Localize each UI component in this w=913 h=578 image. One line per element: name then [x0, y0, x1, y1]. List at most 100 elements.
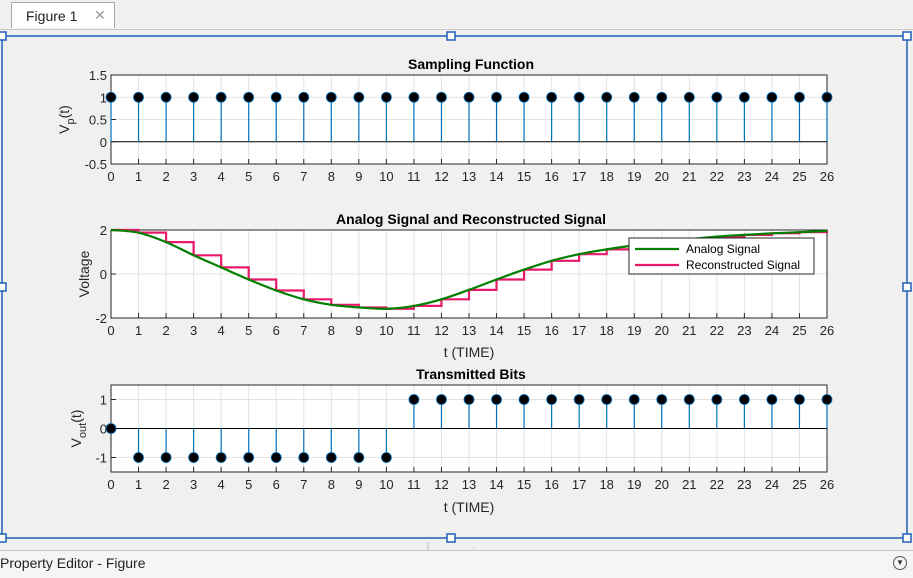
stem-marker — [546, 91, 558, 103]
x-tick-label: 26 — [820, 477, 834, 492]
x-tick-label: 19 — [627, 323, 641, 338]
x-tick-label: 16 — [544, 323, 558, 338]
stem-marker — [270, 452, 282, 463]
tab-figure-1[interactable]: Figure 1 ✕ — [11, 2, 115, 28]
x-tick-label: 3 — [190, 169, 197, 184]
selection-handle — [902, 533, 912, 543]
stem-marker — [160, 91, 172, 103]
stem-marker — [243, 91, 255, 103]
selection-handle — [0, 282, 7, 292]
stem-marker — [215, 452, 227, 463]
y-tick-label: -1 — [95, 451, 107, 466]
x-tick-label: 5 — [245, 323, 252, 338]
stem-marker — [711, 394, 723, 405]
x-tick-label: 9 — [355, 169, 362, 184]
x-tick-label: 20 — [655, 477, 669, 492]
x-tick-label: 9 — [355, 477, 362, 492]
x-tick-label: 15 — [517, 477, 531, 492]
stem-marker — [766, 394, 778, 405]
chart-title: Analog Signal and Reconstructed Signal — [336, 211, 606, 227]
y-axis-label: Vp(t) — [56, 105, 77, 134]
y-tick-label: 1.5 — [89, 68, 107, 83]
series-analog-signal — [110, 228, 828, 310]
property-editor-title: Property Editor - Figure — [0, 555, 146, 571]
x-tick-label: 16 — [544, 169, 558, 184]
x-tick-label: 0 — [107, 323, 114, 338]
x-tick-label: 23 — [737, 169, 751, 184]
stem-marker — [711, 91, 723, 103]
x-tick-label: 22 — [710, 323, 724, 338]
x-tick-label: 15 — [517, 323, 531, 338]
stem-marker — [188, 91, 200, 103]
chart-title: Transmitted Bits — [416, 366, 526, 382]
x-tick-label: 9 — [355, 323, 362, 338]
close-icon[interactable]: ✕ — [94, 7, 106, 23]
x-tick-label: 25 — [792, 477, 806, 492]
y-tick-label: 1 — [100, 393, 107, 408]
x-tick-label: 17 — [572, 169, 586, 184]
x-tick-label: 8 — [328, 323, 335, 338]
x-tick-label: 4 — [218, 477, 225, 492]
stem-marker — [546, 394, 558, 405]
stem-marker — [491, 91, 502, 103]
stem-marker — [215, 91, 227, 103]
property-editor-bar[interactable]: Property Editor - Figure ▼ — [0, 550, 913, 578]
x-tick-label: 20 — [655, 169, 669, 184]
stem-marker — [628, 91, 640, 103]
x-tick-label: 11 — [407, 169, 421, 184]
stem-marker — [656, 394, 668, 405]
x-tick-label: 18 — [599, 169, 613, 184]
stem-marker — [160, 452, 172, 463]
selection-handle — [902, 31, 912, 41]
x-tick-label: 6 — [273, 323, 280, 338]
x-tick-label: 12 — [434, 323, 448, 338]
tab-label: Figure 1 — [26, 8, 78, 24]
x-tick-label: 17 — [572, 323, 586, 338]
chart-2: 0 1 2 3 4 5 6 7 8 9 10 11 12 13 14 15 16 17 18 19 20 21 22 23 24… — [76, 211, 834, 360]
chevron-down-circle-icon[interactable]: ▼ — [893, 556, 907, 570]
stem-marker — [766, 91, 778, 103]
y-tick-label: -0.5 — [85, 157, 107, 172]
selection-handle — [446, 31, 456, 41]
x-tick-label: 18 — [599, 323, 613, 338]
x-tick-label: 4 — [218, 169, 225, 184]
x-tick-label: 13 — [462, 477, 476, 492]
stem-marker — [353, 452, 365, 463]
figure-canvas[interactable]: 0 1 2 3 4 5 6 7 8 9 10 11 12 13 14 15 16 17 18 19 20 21 22 23 24… — [0, 30, 913, 550]
stem-marker — [463, 394, 475, 405]
stem-marker — [133, 452, 144, 463]
x-tick-label: 13 — [462, 169, 476, 184]
x-tick-label: 23 — [737, 477, 751, 492]
stem-marker — [518, 394, 530, 405]
x-tick-label: 19 — [627, 169, 641, 184]
stem-marker — [821, 394, 833, 405]
stem-marker — [573, 394, 585, 405]
x-tick-label: 24 — [765, 169, 779, 184]
x-tick-label: 16 — [544, 477, 558, 492]
y-tick-label: 2 — [100, 223, 107, 238]
stem-marker — [380, 91, 392, 103]
stem-marker — [518, 91, 530, 103]
selection-handle — [0, 533, 7, 543]
x-axis-label: t (TIME) — [444, 499, 495, 515]
stem-marker — [188, 452, 200, 463]
figure-selection-box[interactable] — [0, 31, 912, 543]
stem-marker — [408, 91, 420, 103]
x-tick-label: 5 — [245, 477, 252, 492]
x-tick-label: 10 — [379, 169, 393, 184]
y-tick-label: 0 — [100, 267, 107, 282]
x-tick-label: 8 — [328, 477, 335, 492]
x-tick-label: 10 — [379, 323, 393, 338]
x-tick-label: 22 — [710, 477, 724, 492]
y-tick-label: 0 — [100, 422, 107, 437]
x-tick-label: 19 — [627, 477, 641, 492]
stem-marker — [408, 394, 420, 405]
x-tick-label: 21 — [682, 169, 696, 184]
x-tick-label: 2 — [162, 477, 169, 492]
x-tick-label: 1 — [135, 323, 142, 338]
stem-marker — [601, 394, 613, 405]
x-tick-label: 22 — [710, 169, 724, 184]
stem-marker — [573, 91, 585, 103]
x-tick-label: 2 — [162, 169, 169, 184]
x-tick-label: 26 — [820, 169, 834, 184]
